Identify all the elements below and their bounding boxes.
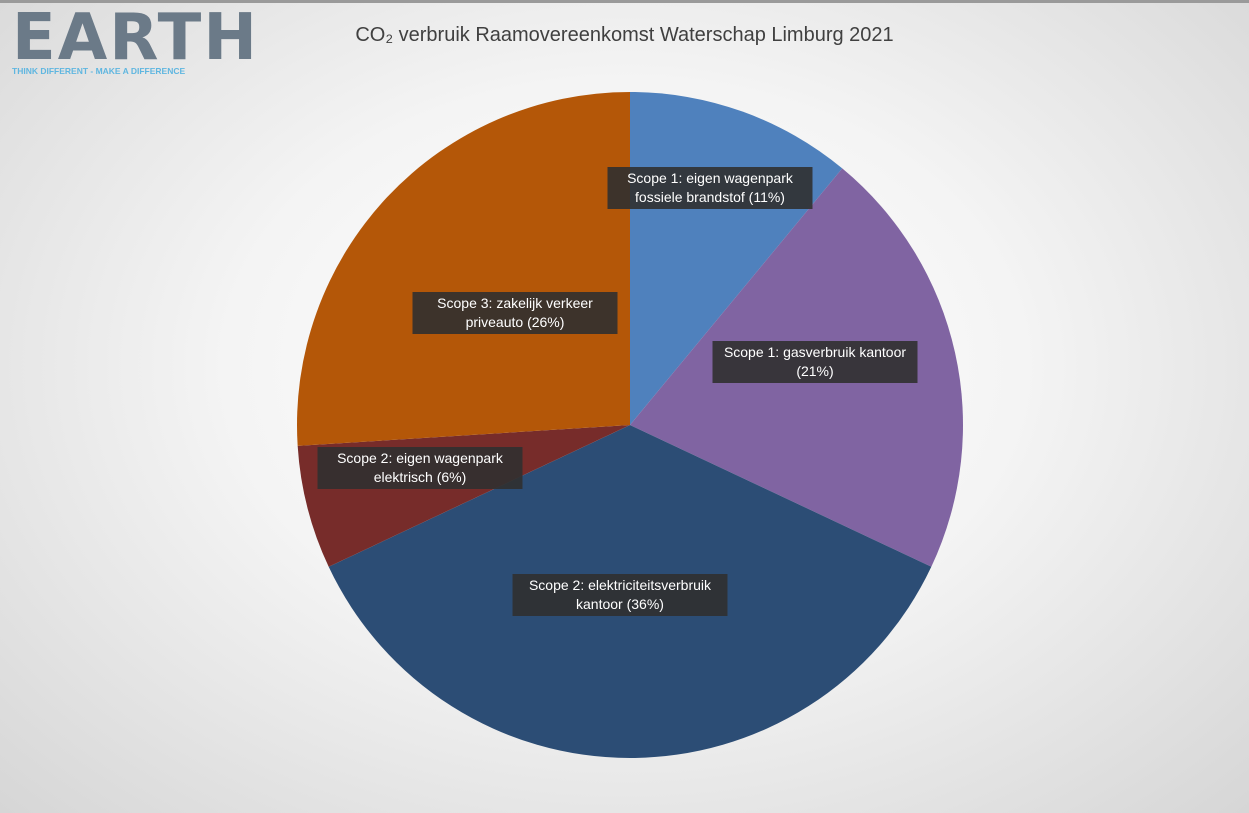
data-label: Scope 1: eigen wagenpark fossiele brands… xyxy=(607,167,813,209)
category-label: Scope 2: elektriciteitsverbruik kantoor xyxy=(528,577,712,612)
data-label: Scope 2: eigen wagenpark elektrisch (6%) xyxy=(317,447,523,489)
data-label: Scope 2: elektriciteitsverbruik kantoor … xyxy=(512,574,728,616)
value-label: (6%) xyxy=(436,469,467,485)
value-label: (26%) xyxy=(527,314,565,330)
category-label: Scope 3: zakelijk verkeer priveauto xyxy=(437,295,593,330)
value-label: (36%) xyxy=(626,596,664,612)
value-label: (11%) xyxy=(748,189,785,205)
category-label: Scope 2: eigen wagenpark elektrisch xyxy=(337,450,503,485)
data-label: Scope 3: zakelijk verkeer priveauto (26%… xyxy=(412,292,618,334)
logo: EARTH THINK DIFFERENT - MAKE A DIFFERENC… xyxy=(12,1,259,76)
top-border xyxy=(0,0,1249,3)
logo-name: EARTH xyxy=(12,1,259,75)
category-label: Scope 1: eigen wagenpark fossiele brands… xyxy=(627,170,793,205)
category-label: Scope 1: gasverbruik kantoor xyxy=(723,344,907,360)
logo-tagline: THINK DIFFERENT - MAKE A DIFFERENCE xyxy=(12,66,186,76)
data-label: Scope 1: gasverbruik kantoor (21%) xyxy=(712,341,918,383)
chart-title: CO₂ verbruik Raamovereenkomst Waterschap… xyxy=(355,24,894,46)
pie-slice xyxy=(297,92,630,446)
value-label: (21%) xyxy=(796,363,834,379)
